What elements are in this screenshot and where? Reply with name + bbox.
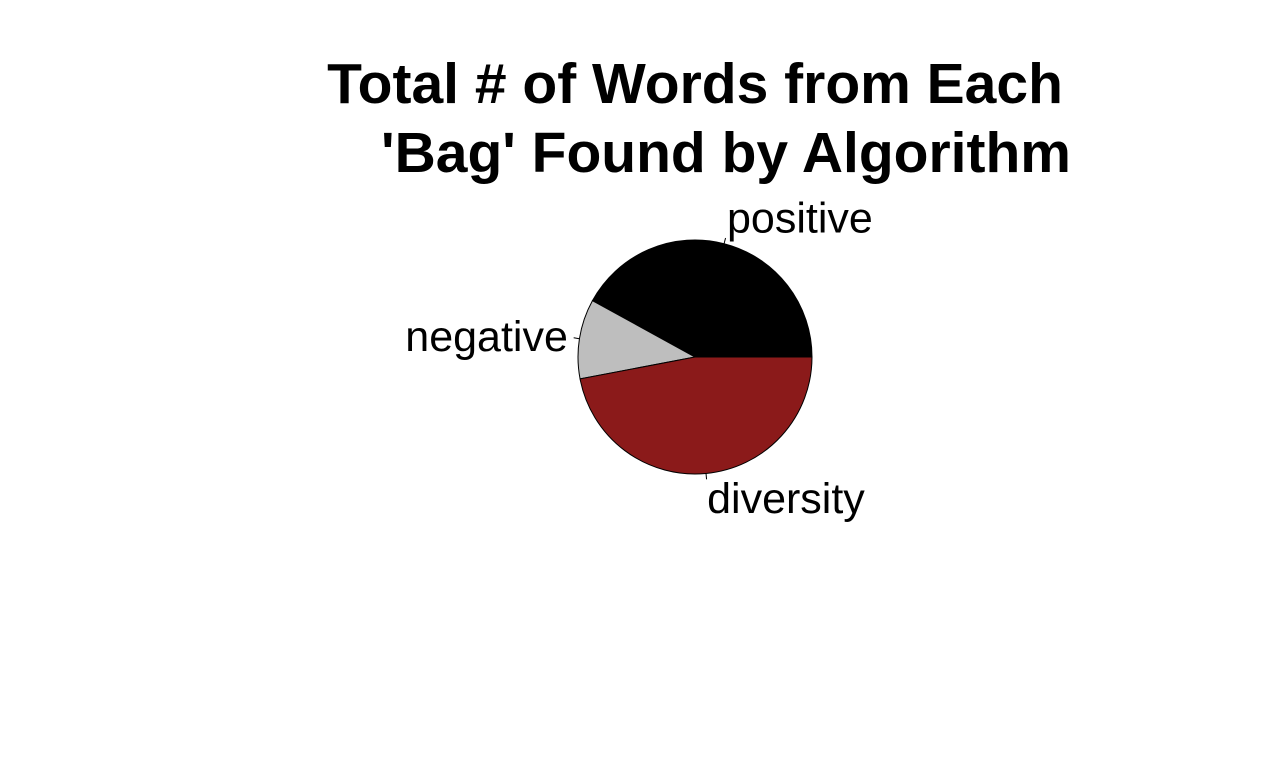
pie-label-diversity: diversity [707, 475, 865, 523]
chart-title-line-1: Total # of Words from Each [327, 52, 1063, 116]
chart-title-line-2: 'Bag' Found by Algorithm [381, 121, 1071, 185]
pie-leader-lines [573, 237, 727, 480]
pie-label-negative: negative [405, 313, 568, 361]
pie-slice-negative [577, 299, 697, 380]
chart-title: Total # of Words from Each 'Bag' Found b… [327, 52, 1071, 185]
leader-line-diversity [705, 473, 708, 480]
leader-line-positive [723, 237, 727, 244]
pie-slice-diversity [579, 356, 813, 475]
pie-slice-positive [591, 239, 813, 358]
leader-line-negative [573, 337, 580, 340]
pie-slices [577, 239, 813, 475]
pie-label-positive: positive [727, 194, 873, 242]
pie-labels: positive negative diversity [405, 194, 872, 523]
